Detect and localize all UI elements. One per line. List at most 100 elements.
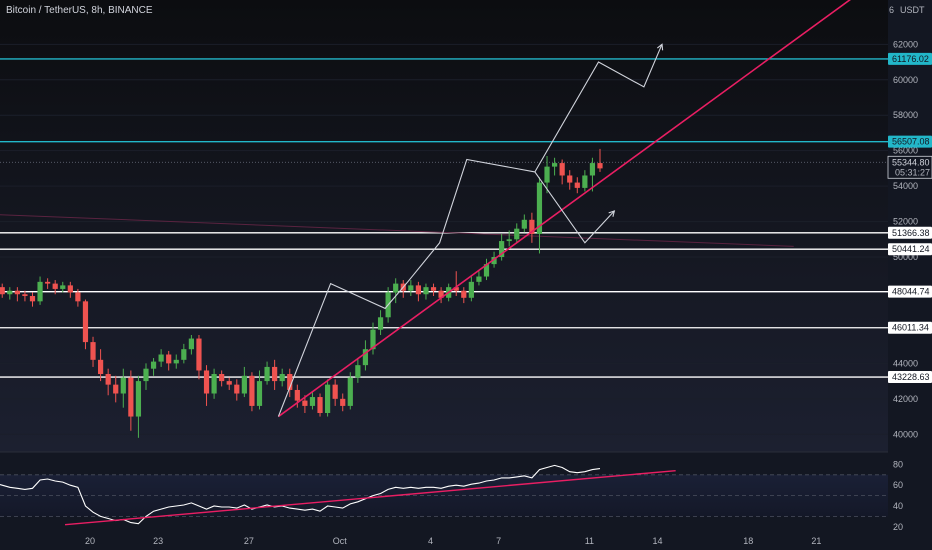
chart-title: Bitcoin / TetherUS, 8h, BINANCE <box>6 5 153 16</box>
time-tick-label: 23 <box>153 536 163 546</box>
rsi-trendline <box>64 469 676 526</box>
candle-body <box>128 377 134 417</box>
price-tick-label: 42000 <box>893 394 918 404</box>
candle-body <box>234 384 240 394</box>
candle-body <box>521 219 527 229</box>
price-tick-label: 40000 <box>893 429 918 439</box>
candle-body <box>536 182 543 234</box>
level-price-label: 56507.08 <box>892 137 930 147</box>
rsi-tick-label: 80 <box>893 459 903 469</box>
support-trendline <box>277 0 852 418</box>
candle-body <box>302 400 308 406</box>
faint-trendline <box>0 214 794 247</box>
candle-body <box>309 397 316 406</box>
level-price-label: 61176.02 <box>892 54 929 64</box>
candle-body <box>22 294 28 297</box>
arrow-up-icon <box>656 43 664 51</box>
candle-body <box>499 241 505 258</box>
candle-body <box>211 374 217 394</box>
candle-body <box>143 368 149 382</box>
candle-body <box>45 281 51 284</box>
candle-body <box>241 375 247 394</box>
candle-body <box>181 349 187 360</box>
candle-body <box>415 285 421 295</box>
level-price-label: 46011.34 <box>892 323 929 333</box>
rsi-line <box>0 464 601 525</box>
time-tick-label: 20 <box>85 536 95 546</box>
price-tick-label: 52000 <box>893 217 918 227</box>
level-price-label: 51366.38 <box>892 228 930 238</box>
arrow-up-right-icon <box>608 210 616 217</box>
candle-body <box>324 384 331 414</box>
candle-body <box>173 359 179 364</box>
level-price-label: 43228.63 <box>892 372 930 382</box>
candle-body <box>483 264 490 277</box>
candle-body <box>438 290 444 298</box>
candle-body <box>461 290 467 298</box>
price-tick-label: 56000 <box>893 146 918 156</box>
candle-body <box>97 359 104 375</box>
candle-body <box>430 287 437 291</box>
candle-body <box>120 377 126 394</box>
candle-body <box>158 354 164 362</box>
currency-prefix: 6 <box>889 5 894 15</box>
price-tick-label: 60000 <box>893 75 918 85</box>
level-price-label: 48044.74 <box>892 287 930 297</box>
level-price-badge <box>888 226 932 239</box>
zigzag-pattern <box>277 158 535 417</box>
candle-body <box>377 317 384 330</box>
candle-body <box>559 163 565 176</box>
candle-body <box>166 354 172 364</box>
candle-body <box>408 285 414 291</box>
candle-body <box>226 381 232 385</box>
drawings <box>277 0 852 418</box>
candle-body <box>90 342 96 360</box>
level-price-badge <box>888 321 932 334</box>
level-price-badge <box>888 135 932 148</box>
candle-body <box>468 281 474 298</box>
candlestick-series <box>0 148 603 438</box>
price-axis[interactable]: 4000042000440004600048000500005200054000… <box>887 0 932 550</box>
candle-body <box>256 381 263 406</box>
candle-body <box>60 285 66 289</box>
candle-body <box>82 301 89 343</box>
candle-body <box>340 398 346 406</box>
rsi-tick-label: 20 <box>893 522 903 532</box>
candle-body <box>113 384 119 394</box>
candle-body <box>188 338 194 350</box>
countdown-label: 05:31:27 <box>895 167 930 177</box>
level-price-label: 50441.24 <box>892 244 930 254</box>
time-tick-label: 11 <box>585 536 594 546</box>
currency-label[interactable]: USDT <box>900 5 925 15</box>
candle-body <box>347 377 353 406</box>
time-tick-label: 14 <box>652 536 662 546</box>
candle-body <box>52 283 58 289</box>
candle-body <box>423 287 429 295</box>
price-tick-label: 54000 <box>893 181 918 191</box>
candle-body <box>491 257 497 265</box>
candle-body <box>294 389 300 401</box>
candle-body <box>393 283 399 293</box>
candle-body <box>264 366 270 382</box>
candle-body <box>582 175 588 188</box>
candle-body <box>506 239 512 242</box>
candle-body <box>574 182 580 188</box>
candle-body <box>453 287 459 291</box>
candle-body <box>75 292 81 302</box>
candle-body <box>219 374 225 382</box>
candle-body <box>476 276 482 282</box>
candle-body <box>551 163 558 167</box>
level-price-badge <box>888 371 932 384</box>
candle-body <box>597 163 603 169</box>
time-tick-label: 21 <box>811 536 821 546</box>
candle-body <box>67 285 73 293</box>
current-price-label: 55344.80 <box>892 157 930 167</box>
time-axis[interactable]: 20 23 27 Oct 4 7 11 14 18 21 <box>85 536 821 546</box>
level-price-badge <box>888 243 932 256</box>
candle-body <box>567 175 573 183</box>
candle-body <box>370 329 376 350</box>
candle-body <box>529 219 535 234</box>
candle-body <box>332 384 338 399</box>
rsi-pane[interactable] <box>0 451 932 526</box>
